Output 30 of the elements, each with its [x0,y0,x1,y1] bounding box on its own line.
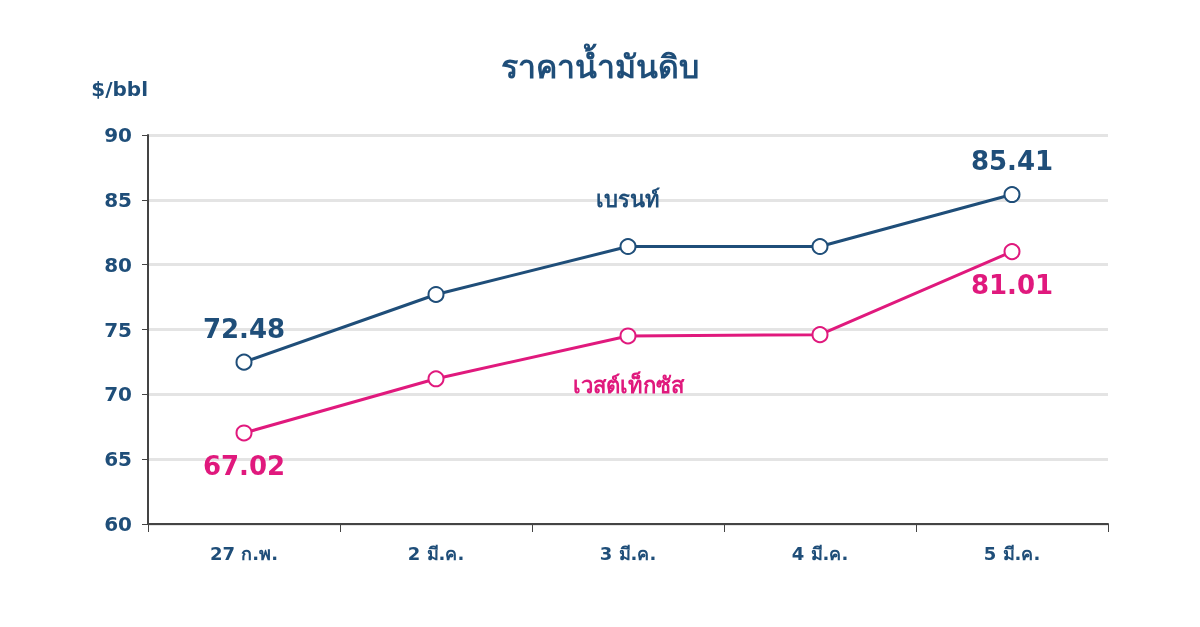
point [811,326,829,344]
series-label: เวสต์เท็กซัส [572,370,685,398]
y-tick-label: 85 [104,187,132,212]
data-label: 85.41 [970,146,1054,177]
data-label: 67.02 [202,451,286,482]
point [427,370,445,388]
data-label: 81.01 [970,270,1054,301]
point [427,285,445,303]
point [811,238,829,256]
point [235,424,253,442]
y-tick-label: 70 [104,382,132,407]
y-tick-label: 90 [104,123,132,147]
point [619,327,637,345]
x-tick-label: 3 มี.ค. [599,542,657,564]
data-label: 72.48 [202,313,286,344]
y-tick-label: 80 [104,252,132,277]
y-tick-label: 75 [104,317,132,342]
x-tick-label: 4 มี.ค. [791,542,849,564]
y-tick-label: 65 [104,447,132,472]
y-axis-title: $/bbl [91,77,148,101]
point [619,238,637,256]
series-label: เบรนท์ [596,186,660,212]
x-tick-label: 5 มี.ค. [983,542,1041,564]
x-tick-label: 27 ก.พ. [210,542,278,564]
point [235,353,253,371]
point [1003,243,1021,261]
chart-title: ราคาน้ำมันดิบ [501,43,699,86]
x-tick-label: 2 มี.ค. [407,542,465,564]
point [1003,186,1021,204]
y-tick-label: 60 [104,512,132,536]
